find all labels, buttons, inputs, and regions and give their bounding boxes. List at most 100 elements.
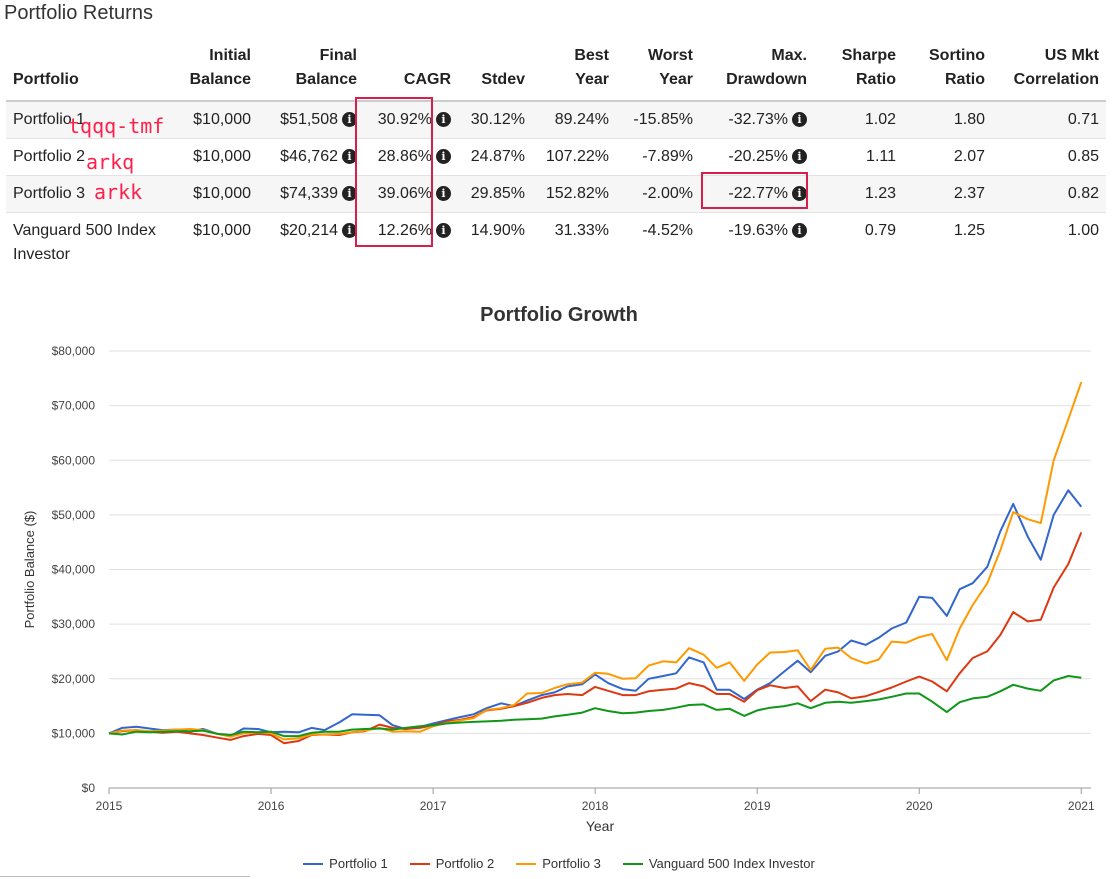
- series-line-1: [108, 489, 1083, 738]
- info-icon[interactable]: i: [436, 223, 451, 238]
- cell-cagr: 30.92% i: [364, 101, 458, 139]
- cell-cagr: 12.26% i: [364, 213, 458, 272]
- cell-drawdown: -20.25% i: [700, 138, 814, 176]
- cell-initial: $10,000: [170, 138, 258, 176]
- y-tick-label: $70,000: [52, 399, 96, 413]
- legend-label: Portfolio 2: [435, 856, 495, 871]
- annotation-arkq: arkq: [86, 150, 135, 174]
- returns-table: Portfolio Initial Balance Final Balance CA…: [6, 40, 1106, 271]
- cell-sortino: 1.25: [953, 222, 985, 239]
- header-initial-balance: Initial Balance: [170, 40, 258, 102]
- legend-label: Portfolio 1: [329, 856, 388, 871]
- info-icon[interactable]: i: [792, 112, 807, 127]
- cell-name: Portfolio 3: [6, 175, 170, 213]
- info-icon[interactable]: i: [342, 223, 357, 238]
- y-tick-label: $50,000: [52, 508, 96, 522]
- cell-cagr: 28.86% i: [364, 138, 458, 176]
- table-header-row: Portfolio Initial Balance Final Balance CA…: [6, 40, 1106, 102]
- cell-drawdown: -19.63% i: [700, 213, 814, 272]
- info-icon[interactable]: i: [792, 149, 807, 164]
- y-tick-label: $30,000: [52, 617, 96, 631]
- cell-name: Vanguard 500 Index Investor: [13, 222, 156, 263]
- x-tick-label: 2016: [258, 799, 285, 813]
- legend-item-1[interactable]: Portfolio 1: [303, 856, 388, 871]
- cell-best-year: 89.24%: [532, 101, 616, 139]
- x-tick-label: 2015: [96, 799, 123, 813]
- cell-initial: $10,000: [193, 222, 251, 239]
- legend-item-2[interactable]: Portfolio 2: [409, 856, 495, 871]
- page-title: Portfolio Returns: [4, 2, 153, 24]
- cell-worst-year: -2.00%: [616, 175, 700, 213]
- cell-final: $46,762 i: [258, 138, 364, 176]
- header-sharpe-ratio: Sharpe Ratio: [814, 40, 903, 102]
- cell-worst-year: -15.85%: [616, 101, 700, 139]
- info-icon[interactable]: i: [342, 112, 357, 127]
- cell-correlation: 0.85: [992, 138, 1106, 176]
- x-tick-label: 2020: [906, 799, 933, 813]
- cell-final: $74,339 i: [258, 175, 364, 213]
- legend-swatch: [409, 862, 430, 865]
- cell-correlation: 1.00: [1067, 222, 1099, 239]
- cell-initial: $10,000: [170, 175, 258, 213]
- cell-best-year: 152.82%: [532, 175, 616, 213]
- cell-stdev: 14.90%: [470, 222, 525, 239]
- y-tick-label: $60,000: [52, 453, 96, 467]
- cell-stdev: 24.87%: [458, 138, 532, 176]
- legend-item-3[interactable]: Portfolio 3: [516, 856, 601, 871]
- annotation-arkk: arkk: [94, 180, 143, 204]
- cell-best-year: 107.22%: [532, 138, 616, 176]
- info-icon[interactable]: i: [792, 186, 807, 201]
- series-line-2: [108, 532, 1083, 745]
- header-stdev: Stdev: [458, 40, 532, 102]
- chart-title: Portfolio Growth: [480, 304, 638, 326]
- cell-drawdown: -22.77% i: [700, 175, 814, 213]
- header-best-year: Best Year: [532, 40, 616, 102]
- cell-stdev: 29.85%: [458, 175, 532, 213]
- info-icon[interactable]: i: [792, 223, 807, 238]
- y-axis-label: Portfolio Balance ($): [22, 511, 37, 629]
- y-tick-label: $20,000: [52, 672, 96, 686]
- cell-sharpe: 0.79: [864, 222, 896, 239]
- y-tick-label: $80,000: [52, 344, 96, 358]
- legend-swatch: [303, 862, 324, 865]
- legend-swatch: [622, 862, 643, 865]
- legend-label: Vanguard 500 Index Investor: [648, 856, 815, 871]
- cell-drawdown: -32.73% i: [700, 101, 814, 139]
- header-worst-year: Worst Year: [616, 40, 700, 102]
- header-us-mkt-correlation: US Mkt Correlation: [992, 40, 1106, 102]
- cell-initial: $10,000: [170, 101, 258, 139]
- cell-worst-year: -7.89%: [616, 138, 700, 176]
- table-row-portfolio-3: Portfolio 3 $10,000 $74,339 i 39.06% i 29.…: [6, 175, 1106, 213]
- cell-correlation: 0.71: [992, 101, 1106, 139]
- cell-sharpe: 1.11: [814, 138, 903, 176]
- cell-sortino: 2.37: [903, 175, 992, 213]
- table-row-vanguard-500: Vanguard 500 Index Investor $10,000 $20,…: [6, 213, 1106, 272]
- cell-cagr: 39.06% i: [364, 175, 458, 213]
- info-icon[interactable]: i: [342, 149, 357, 164]
- legend-item-4[interactable]: Vanguard 500 Index Investor: [622, 856, 815, 871]
- legend-swatch: [516, 862, 537, 865]
- cell-name: Portfolio 1: [6, 101, 170, 139]
- y-tick-label: $0: [82, 781, 96, 795]
- cell-final: $51,508 i: [258, 101, 364, 139]
- y-tick-label: $40,000: [52, 563, 96, 577]
- cell-sharpe: 1.23: [814, 175, 903, 213]
- cell-worst-year: -4.52%: [642, 222, 693, 239]
- y-tick-label: $10,000: [52, 726, 96, 740]
- table-row-portfolio-1: Portfolio 1 $10,000 $51,508 i 30.92% i 30.…: [6, 101, 1106, 139]
- info-icon[interactable]: i: [342, 186, 357, 201]
- cell-stdev: 30.12%: [458, 101, 532, 139]
- divider: [0, 876, 250, 877]
- header-portfolio: Portfolio: [6, 40, 170, 102]
- cell-name: Portfolio 2: [6, 138, 170, 176]
- legend-label: Portfolio 3: [542, 856, 601, 871]
- cell-sharpe: 1.02: [814, 101, 903, 139]
- header-max-drawdown: Max. Drawdown: [700, 40, 814, 102]
- x-tick-label: 2021: [1068, 799, 1095, 813]
- info-icon[interactable]: i: [436, 112, 451, 127]
- info-icon[interactable]: i: [436, 186, 451, 201]
- cell-correlation: 0.82: [992, 175, 1106, 213]
- header-sortino-ratio: Sortino Ratio: [903, 40, 992, 102]
- info-icon[interactable]: i: [436, 149, 451, 164]
